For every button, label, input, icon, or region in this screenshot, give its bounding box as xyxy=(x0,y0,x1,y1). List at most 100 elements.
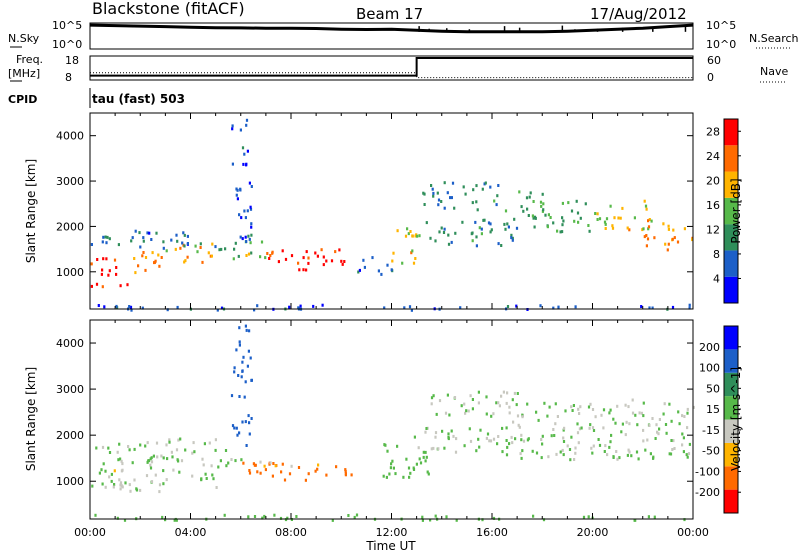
heatmap-cell xyxy=(401,261,404,265)
heatmap-cell xyxy=(115,266,118,269)
heatmap-cell xyxy=(631,411,635,415)
heatmap-cell xyxy=(554,402,557,406)
heatmap-cell xyxy=(245,163,248,167)
heatmap-cell xyxy=(284,257,288,261)
heatmap-cell xyxy=(131,461,134,465)
heatmap-cell xyxy=(231,127,234,131)
heatmap-cell xyxy=(141,306,144,310)
heatmap-cell xyxy=(443,446,446,450)
heatmap-cell xyxy=(667,227,670,231)
heatmap-cell xyxy=(297,261,300,265)
sky-left-label: N.Sky xyxy=(8,32,40,45)
heatmap-cell xyxy=(511,398,514,402)
heatmap-cell xyxy=(385,475,388,479)
heatmap-cell xyxy=(527,437,530,441)
heatmap-cell xyxy=(611,226,615,230)
heatmap-cell xyxy=(290,254,294,258)
heatmap-cell xyxy=(663,402,666,406)
heatmap-cell xyxy=(492,412,495,416)
heatmap-cell xyxy=(686,426,689,430)
heatmap-cell xyxy=(299,304,302,308)
heatmap-cell xyxy=(485,412,488,416)
heatmap-cell xyxy=(557,305,560,309)
heatmap-cell xyxy=(100,272,103,276)
heatmap-cell xyxy=(240,458,243,462)
freq-tick-low: 8 xyxy=(65,71,72,84)
heatmap-cell xyxy=(430,396,434,400)
heatmap-cell xyxy=(242,162,245,166)
heatmap-cell xyxy=(484,181,487,185)
y-tick-label: 2000 xyxy=(56,429,84,442)
heatmap-cell xyxy=(200,477,203,481)
heatmap-cell xyxy=(515,304,518,308)
heatmap-cell xyxy=(407,466,411,470)
heatmap-cell xyxy=(653,236,656,240)
heatmap-cell xyxy=(445,515,448,519)
heatmap-cell xyxy=(430,447,433,451)
heatmap-cell xyxy=(237,254,240,258)
heatmap-cell xyxy=(625,420,628,424)
heatmap-cell xyxy=(175,448,179,452)
heatmap-cell xyxy=(191,474,194,478)
heatmap-cell xyxy=(120,484,123,488)
heatmap-cell xyxy=(431,187,434,191)
heatmap-cell xyxy=(234,241,237,245)
heatmap-cell xyxy=(353,515,356,519)
heatmap-cell xyxy=(570,405,573,409)
heatmap-cell xyxy=(424,450,427,454)
heatmap-cell xyxy=(606,453,609,457)
heatmap-cell xyxy=(252,462,255,466)
heatmap-cell xyxy=(205,477,208,480)
velocity-panel-frame xyxy=(89,319,694,520)
heatmap-cell xyxy=(176,239,179,243)
heatmap-cell xyxy=(569,458,572,462)
heatmap-cell xyxy=(500,244,503,247)
heatmap-cell xyxy=(513,217,516,221)
heatmap-cell xyxy=(669,452,673,456)
heatmap-cell xyxy=(154,473,157,477)
heatmap-cell xyxy=(610,433,613,437)
heatmap-cell xyxy=(561,201,564,205)
heatmap-cell xyxy=(425,455,428,459)
heatmap-cell xyxy=(443,227,446,231)
heatmap-cell xyxy=(683,227,686,231)
power-colorbar-label: Power [dB] xyxy=(729,178,743,243)
heatmap-cell xyxy=(481,187,484,191)
heatmap-cell xyxy=(134,229,137,233)
heatmap-cell xyxy=(489,439,493,443)
heatmap-cell xyxy=(608,411,611,415)
heatmap-cell xyxy=(605,217,609,221)
heatmap-cell xyxy=(587,405,591,409)
heatmap-cell xyxy=(253,463,256,467)
heatmap-cell xyxy=(671,305,675,309)
heatmap-cell xyxy=(212,477,215,481)
heatmap-cell xyxy=(101,445,105,449)
heatmap-cell xyxy=(573,219,576,223)
heatmap-cell xyxy=(511,236,514,240)
heatmap-cell xyxy=(463,402,466,406)
heatmap-cell xyxy=(248,181,251,185)
heatmap-cell xyxy=(180,459,184,463)
heatmap-cell xyxy=(184,448,187,452)
heatmap-cell xyxy=(241,146,245,150)
heatmap-cell xyxy=(133,257,136,260)
heatmap-cell xyxy=(455,437,458,441)
heatmap-cell xyxy=(636,423,639,427)
heatmap-cell xyxy=(113,469,116,473)
heatmap-cell xyxy=(247,234,250,238)
heatmap-cell xyxy=(597,438,600,441)
heatmap-cell xyxy=(325,259,328,263)
heatmap-cell xyxy=(556,229,559,233)
heatmap-cell xyxy=(250,185,253,188)
heatmap-cell xyxy=(475,244,478,248)
heatmap-cell xyxy=(653,515,656,519)
heatmap-cell xyxy=(108,269,111,273)
heatmap-cell xyxy=(608,445,611,449)
heatmap-cell xyxy=(268,257,271,260)
heatmap-cell xyxy=(594,415,597,419)
heatmap-cell xyxy=(144,256,148,259)
heatmap-cell xyxy=(486,432,490,436)
colorbar-tick-label: 20 xyxy=(706,174,720,187)
heatmap-cell xyxy=(562,428,565,432)
heatmap-cell xyxy=(246,149,249,153)
